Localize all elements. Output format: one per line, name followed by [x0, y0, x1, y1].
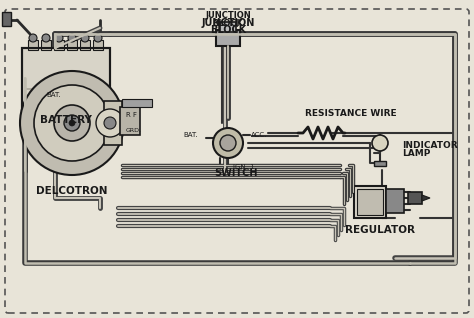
- Text: INDICATOR: INDICATOR: [402, 141, 457, 149]
- Circle shape: [96, 109, 124, 137]
- Circle shape: [220, 135, 236, 151]
- Text: RESISTANCE WIRE: RESISTANCE WIRE: [305, 108, 397, 117]
- Circle shape: [68, 34, 76, 42]
- Bar: [386, 189, 404, 213]
- Bar: [374, 161, 386, 166]
- Text: JUNCTION: JUNCTION: [201, 18, 255, 28]
- Text: BAT.: BAT.: [46, 92, 61, 98]
- Text: BAT.: BAT.: [183, 132, 198, 138]
- Circle shape: [34, 85, 110, 161]
- Circle shape: [64, 115, 80, 131]
- Bar: [220, 22, 236, 32]
- Text: LAMP: LAMP: [402, 149, 430, 157]
- Circle shape: [42, 34, 50, 42]
- Text: GRD.: GRD.: [126, 128, 142, 134]
- Circle shape: [20, 71, 124, 175]
- Bar: [2, 12, 11, 26]
- Bar: [122, 99, 152, 107]
- Circle shape: [213, 128, 243, 158]
- Bar: [357, 189, 383, 215]
- Bar: [67, 40, 77, 50]
- Text: ACC.: ACC.: [251, 132, 267, 138]
- Bar: [28, 40, 38, 50]
- Text: BLOCK: BLOCK: [210, 25, 246, 35]
- Polygon shape: [422, 195, 430, 201]
- Text: BATTERY: BATTERY: [40, 115, 92, 125]
- Bar: [93, 40, 103, 50]
- Text: SWITCH: SWITCH: [214, 168, 257, 178]
- Text: BLOCK: BLOCK: [212, 18, 244, 27]
- Bar: [41, 40, 51, 50]
- Circle shape: [94, 34, 102, 42]
- Bar: [216, 30, 240, 46]
- Circle shape: [29, 34, 37, 42]
- Bar: [22, 48, 110, 110]
- Bar: [408, 192, 422, 204]
- Bar: [80, 40, 90, 50]
- Circle shape: [81, 34, 89, 42]
- Circle shape: [69, 120, 75, 126]
- Bar: [54, 40, 64, 50]
- Bar: [120, 107, 140, 135]
- Text: REGULATOR: REGULATOR: [345, 225, 415, 235]
- Circle shape: [54, 105, 90, 141]
- Text: R: R: [125, 112, 130, 118]
- Bar: [22, 48, 110, 110]
- Text: JUNCTION: JUNCTION: [205, 11, 251, 20]
- Text: DELCOTRON: DELCOTRON: [36, 186, 108, 196]
- Circle shape: [372, 135, 388, 151]
- Bar: [104, 101, 122, 145]
- Text: F: F: [132, 112, 136, 118]
- Bar: [25, 88, 107, 90]
- Bar: [25, 102, 107, 110]
- Text: IGN. 1: IGN. 1: [233, 164, 255, 170]
- Bar: [354, 186, 386, 218]
- Circle shape: [104, 117, 116, 129]
- Circle shape: [55, 34, 63, 42]
